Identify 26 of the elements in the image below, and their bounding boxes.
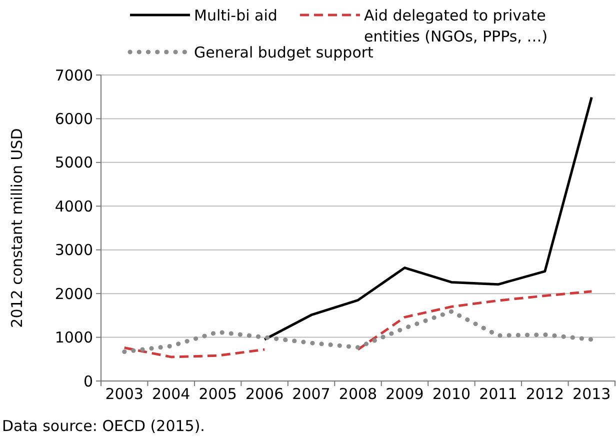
x-tick-label: 2004 (152, 385, 190, 403)
x-tick-label: 2009 (386, 385, 424, 403)
x-tick-label: 2007 (292, 385, 330, 403)
x-tick-label: 2006 (245, 385, 284, 403)
y-tick-label: 3000 (54, 241, 93, 260)
x-tick-label: 2010 (432, 385, 471, 403)
y-tick-label: 2000 (54, 284, 93, 303)
x-tick-label: 2008 (338, 385, 378, 403)
source-note: Data source: OECD (2015). (2, 417, 205, 435)
x-tick-label: 2012 (526, 385, 564, 403)
legend-label: Aid delegated to private entities (NGOs, PPPs, …) (364, 6, 548, 46)
line-series (122, 309, 594, 354)
x-tick-label: 2011 (479, 385, 518, 403)
y-tick-label: 1000 (54, 328, 93, 347)
x-tick-label: 2013 (572, 385, 611, 403)
x-tick-label: 2005 (198, 385, 237, 403)
y-tick-label: 0 (83, 372, 93, 390)
y-tick-label: 6000 (54, 110, 93, 128)
x-tick-label: 2003 (105, 385, 144, 403)
line-series (263, 96, 593, 341)
legend-label: Multi-bi aid (194, 6, 278, 24)
y-tick-label: 4000 (54, 197, 93, 216)
y-axis-title: 2012 constant million USD (8, 128, 26, 328)
legend-label: General budget support (194, 43, 374, 62)
y-tick-label: 5000 (54, 154, 93, 172)
y-tick-label: 7000 (54, 66, 93, 84)
